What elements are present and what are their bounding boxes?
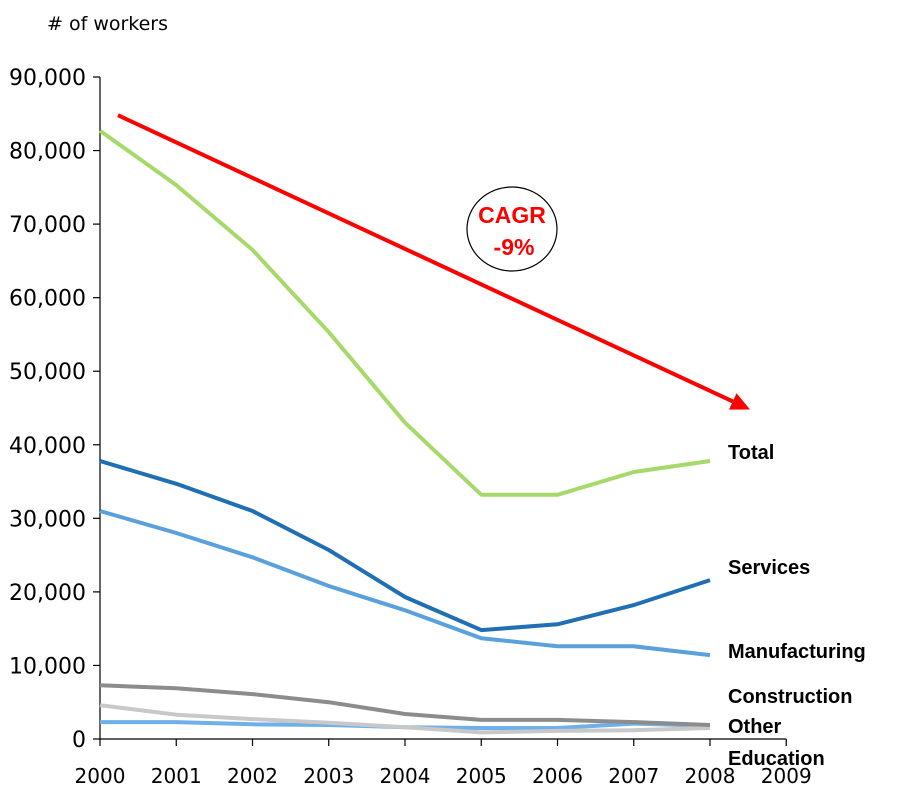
series-line-services [99,459,711,633]
x-tick-label: 2005 [456,764,507,788]
cagr-label: CAGR [478,202,546,228]
y-tick-label: 90,000 [9,66,86,91]
y-tick-label: 50,000 [9,360,86,385]
x-tick-label: 2007 [608,764,659,788]
series-label-total: Total [728,442,774,464]
cagr-value: -9% [494,234,535,260]
series-line-other [99,703,711,735]
y-tick-label: 70,000 [9,213,86,238]
y-axis-unit-label: # of workers [47,13,168,35]
y-tick-label: 80,000 [9,140,86,165]
y-tick-label: 40,000 [9,434,86,459]
series-labels: Total Services Manufacturing Construction Ot… [728,442,866,770]
series-label-other: Other [728,716,782,738]
y-tick-label: 10,000 [9,654,86,679]
x-tick-label: 2008 [685,764,736,788]
series-label-construction: Construction [728,686,852,708]
series-label-manufacturing: Manufacturing [728,641,866,663]
x-tick-label: 2004 [380,764,431,788]
trend-arrow-head [728,393,750,410]
series-label-services: Services [728,557,810,579]
x-tick-label: 2003 [303,764,354,788]
y-tick-label: 60,000 [9,287,86,312]
cagr-trend: CAGR -9% [117,113,750,410]
x-tick-label: 2009 [761,764,812,788]
x-tick-label: 2001 [151,764,202,788]
series-label-education: Education [728,748,825,770]
series-line-total [98,129,711,497]
series-line-construction [99,683,711,727]
axes: 0 10,000 20,000 30,000 40,000 50,000 60,000 70,… [9,66,812,788]
x-tick-label: 2006 [532,764,583,788]
y-tick-label: 20,000 [9,581,86,606]
series-line-manufacturing [99,509,711,658]
x-tick-label: 2002 [227,764,278,788]
y-tick-label: 0 [72,728,86,753]
cagr-ellipse [466,186,558,272]
series-lines [98,129,711,735]
x-tick-label: 2000 [75,764,126,788]
trend-arrow-shaft [117,113,734,404]
y-tick-label: 30,000 [9,507,86,532]
